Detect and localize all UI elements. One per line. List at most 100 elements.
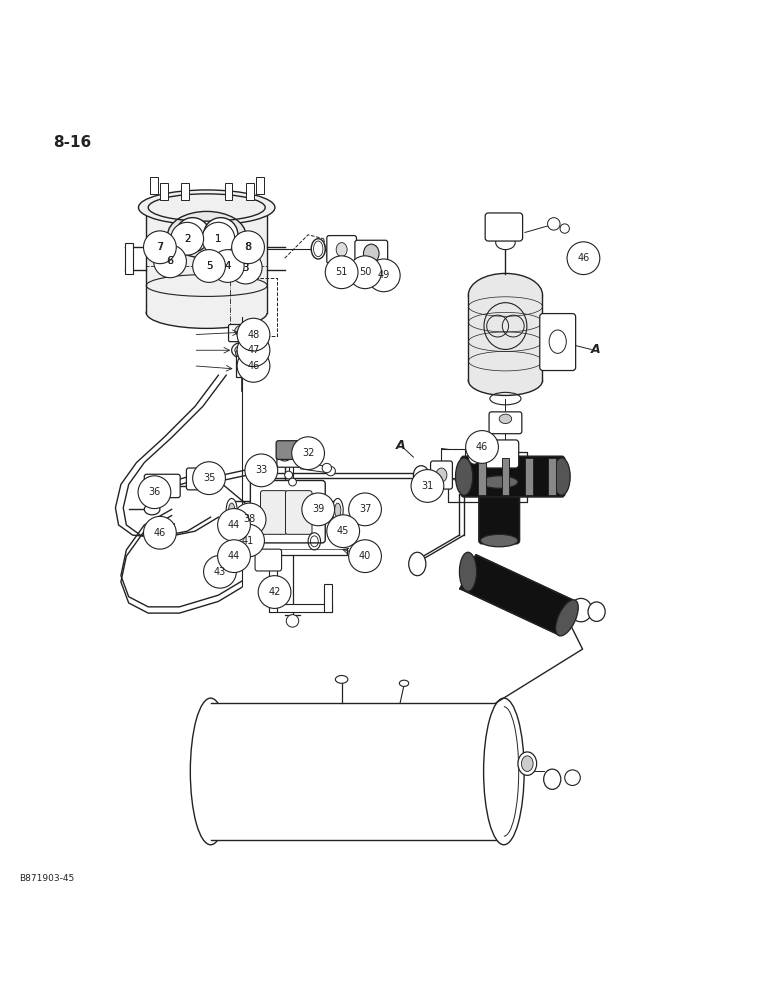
Ellipse shape [190,698,231,845]
Text: 45: 45 [337,526,349,536]
Circle shape [289,478,296,486]
Ellipse shape [555,600,578,636]
Ellipse shape [553,458,570,495]
FancyBboxPatch shape [229,325,255,342]
Ellipse shape [496,236,516,250]
Bar [150,177,158,194]
Ellipse shape [235,345,249,355]
FancyBboxPatch shape [255,549,282,571]
FancyBboxPatch shape [479,479,519,544]
Bar [256,177,264,194]
Circle shape [171,222,204,255]
FancyBboxPatch shape [261,491,287,534]
Ellipse shape [456,458,473,495]
Bar [478,458,486,495]
Text: 48: 48 [247,330,260,340]
Text: B871903-45: B871903-45 [20,874,75,883]
Bar [211,703,504,840]
Ellipse shape [480,534,518,547]
Text: 1: 1 [215,234,222,244]
Bar [246,183,254,200]
Circle shape [326,466,335,476]
Text: 33: 33 [255,465,268,475]
Text: 46: 46 [476,442,488,452]
Bar [146,208,267,313]
Circle shape [237,334,270,367]
Ellipse shape [168,211,246,258]
Text: 38: 38 [243,514,256,524]
Circle shape [548,218,560,230]
Bar [502,458,509,495]
FancyBboxPatch shape [485,213,523,241]
Text: 40: 40 [359,551,371,561]
Text: 8-16: 8-16 [53,135,91,150]
Ellipse shape [588,602,605,621]
Ellipse shape [229,503,235,517]
FancyBboxPatch shape [327,236,356,264]
Text: 3: 3 [243,263,249,273]
Text: 2: 2 [184,234,190,244]
Ellipse shape [335,676,348,683]
Bar [468,295,542,381]
Text: 7: 7 [157,242,163,252]
Ellipse shape [480,476,518,488]
Circle shape [286,615,299,627]
Bar [324,584,332,612]
Ellipse shape [279,453,290,461]
Circle shape [567,242,600,275]
Text: 37: 37 [359,504,371,514]
Circle shape [232,231,264,264]
Circle shape [154,245,186,278]
Circle shape [204,555,236,588]
Text: 35: 35 [203,473,215,483]
Text: 8: 8 [245,242,251,252]
Bar [125,243,133,274]
Bar [160,183,168,200]
Ellipse shape [236,349,248,357]
Ellipse shape [204,471,217,487]
Circle shape [411,470,444,502]
Bar [525,458,533,495]
Text: 46: 46 [154,528,166,538]
Circle shape [258,576,291,608]
Text: 36: 36 [148,487,161,497]
Text: 32: 32 [302,448,314,458]
Text: 4: 4 [225,261,231,271]
Ellipse shape [332,498,343,522]
Circle shape [367,259,400,292]
Text: 8: 8 [245,242,251,252]
Ellipse shape [226,498,237,522]
FancyBboxPatch shape [144,474,180,498]
Circle shape [193,462,225,495]
Circle shape [232,524,264,557]
Circle shape [237,349,270,382]
Text: 3: 3 [243,263,249,273]
Circle shape [349,540,381,573]
Circle shape [327,515,360,548]
Ellipse shape [235,325,249,336]
Text: 46: 46 [247,361,260,371]
Circle shape [292,437,324,470]
Circle shape [322,463,332,473]
Bar [236,355,248,377]
Ellipse shape [459,552,477,591]
Bar [441,449,465,478]
Ellipse shape [363,244,379,263]
Ellipse shape [544,769,561,789]
Circle shape [202,222,235,255]
Ellipse shape [499,414,512,424]
Text: 44: 44 [228,520,240,530]
FancyBboxPatch shape [276,441,304,459]
Bar [225,183,232,200]
Ellipse shape [399,680,409,686]
Ellipse shape [518,752,537,775]
Circle shape [229,251,262,284]
Ellipse shape [232,342,252,358]
Text: 50: 50 [359,267,371,277]
Bar [548,458,556,495]
Circle shape [204,218,238,252]
Circle shape [218,540,250,573]
FancyBboxPatch shape [485,440,519,468]
Text: A: A [590,343,600,356]
Ellipse shape [522,756,534,771]
